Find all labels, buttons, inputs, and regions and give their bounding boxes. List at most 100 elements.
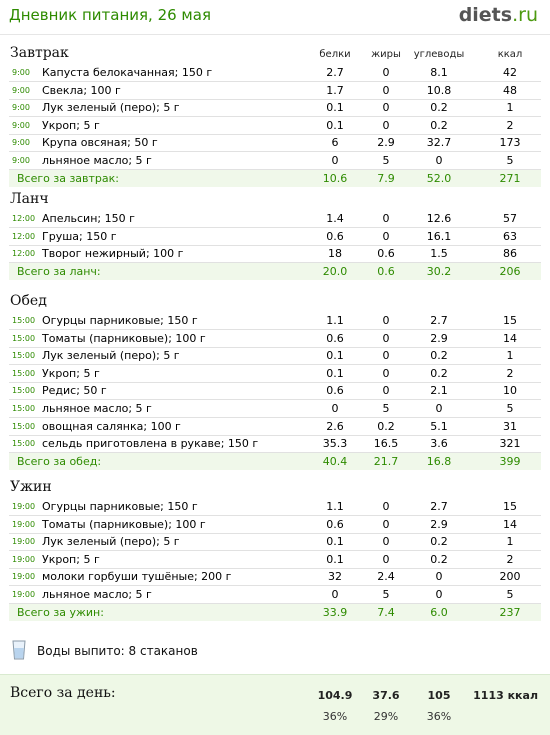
food-row[interactable]: 19:00 льняное масло; 5 г 0 5 0 5 bbox=[9, 586, 541, 604]
column-kcal: ккал bbox=[475, 49, 545, 60]
food-carbs: 0.2 bbox=[404, 553, 474, 566]
column-headers: белки жиры углеводы ккал bbox=[0, 49, 550, 63]
food-row[interactable]: 15:00 сельдь приготовлена в рукаве; 150 г… bbox=[9, 435, 541, 453]
food-time: 19:00 bbox=[12, 590, 35, 599]
food-row[interactable]: 19:00 Томаты (парниковые); 100 г 0.6 0 2.9 14 bbox=[9, 516, 541, 534]
food-kcal: 5 bbox=[475, 402, 545, 415]
food-name: Лук зеленый (перо); 5 г bbox=[42, 101, 180, 114]
site-logo[interactable]: diets.ru bbox=[459, 4, 538, 26]
meal-total-kcal: 206 bbox=[475, 265, 545, 278]
food-time: 19:00 bbox=[12, 537, 35, 546]
meal-total-kcal: 237 bbox=[475, 606, 545, 619]
food-name: Укроп; 5 г bbox=[42, 553, 100, 566]
food-row[interactable]: 19:00 Огурцы парниковые; 150 г 1.1 0 2.7 15 bbox=[9, 498, 541, 516]
food-carbs: 0.2 bbox=[404, 367, 474, 380]
food-kcal: 1 bbox=[475, 349, 545, 362]
food-row[interactable]: 19:00 Укроп; 5 г 0.1 0 0.2 2 bbox=[9, 551, 541, 569]
food-time: 12:00 bbox=[12, 232, 35, 241]
food-carbs: 32.7 bbox=[404, 136, 474, 149]
meal-total-row: Всего за ланч: 20.0 0.6 30.2 206 bbox=[9, 263, 541, 280]
food-time: 9:00 bbox=[12, 68, 30, 77]
food-row[interactable]: 9:00 Лук зеленый (перо); 5 г 0.1 0 0.2 1 bbox=[9, 99, 541, 117]
food-row[interactable]: 19:00 молоки горбуши тушёные; 200 г 32 2.4 0… bbox=[9, 568, 541, 586]
food-row[interactable]: 9:00 льняное масло; 5 г 0 5 0 5 bbox=[9, 152, 541, 170]
food-carbs: 10.8 bbox=[404, 84, 474, 97]
meal-total-carbs: 6.0 bbox=[404, 606, 474, 619]
meal-total-carbs: 30.2 bbox=[404, 265, 474, 278]
day-total-kcal: 1113 ккал bbox=[473, 689, 538, 702]
food-carbs: 0 bbox=[404, 402, 474, 415]
food-time: 15:00 bbox=[12, 386, 35, 395]
day-carbs-percent: 36% bbox=[404, 710, 474, 723]
food-time: 9:00 bbox=[12, 121, 30, 130]
food-carbs: 0.2 bbox=[404, 535, 474, 548]
food-time: 9:00 bbox=[12, 156, 30, 165]
food-row[interactable]: 15:00 Лук зеленый (перо); 5 г 0.1 0 0.2 1 bbox=[9, 347, 541, 365]
food-kcal: 1 bbox=[475, 535, 545, 548]
food-time: 19:00 bbox=[12, 502, 35, 511]
food-kcal: 14 bbox=[475, 518, 545, 531]
food-time: 9:00 bbox=[12, 103, 30, 112]
food-row[interactable]: 15:00 овощная салянка; 100 г 2.6 0.2 5.1 31 bbox=[9, 418, 541, 436]
food-time: 12:00 bbox=[12, 214, 35, 223]
food-row[interactable]: 9:00 Свекла; 100 г 1.7 0 10.8 48 bbox=[9, 82, 541, 100]
meal-total-label: Всего за ужин: bbox=[17, 606, 104, 619]
logo-suffix: .ru bbox=[512, 4, 538, 26]
food-row[interactable]: 19:00 Лук зеленый (перо); 5 г 0.1 0 0.2 1 bbox=[9, 533, 541, 551]
food-row[interactable]: 15:00 Укроп; 5 г 0.1 0 0.2 2 bbox=[9, 365, 541, 383]
food-kcal: 200 bbox=[475, 570, 545, 583]
food-name: сельдь приготовлена в рукаве; 150 г bbox=[42, 437, 258, 450]
meal-total-row: Всего за ужин: 33.9 7.4 6.0 237 bbox=[9, 604, 541, 621]
page-title: Дневник питания, 26 мая bbox=[9, 6, 211, 24]
food-row[interactable]: 12:00 Апельсин; 150 г 1.4 0 12.6 57 bbox=[9, 210, 541, 228]
food-name: Укроп; 5 г bbox=[42, 367, 100, 380]
food-time: 15:00 bbox=[12, 351, 35, 360]
food-time: 9:00 bbox=[12, 86, 30, 95]
food-carbs: 3.6 bbox=[404, 437, 474, 450]
meal-total-label: Всего за ланч: bbox=[17, 265, 101, 278]
food-row[interactable]: 9:00 Капуста белокачанная; 150 г 2.7 0 8.1 42 bbox=[9, 64, 541, 82]
food-kcal: 2 bbox=[475, 119, 545, 132]
food-carbs: 2.7 bbox=[404, 500, 474, 513]
food-carbs: 2.7 bbox=[404, 314, 474, 327]
food-row[interactable]: 12:00 Творог нежирный; 100 г 18 0.6 1.5 86 bbox=[9, 245, 541, 263]
food-row[interactable]: 15:00 Огурцы парниковые; 150 г 1.1 0 2.7 15 bbox=[9, 312, 541, 330]
food-time: 19:00 bbox=[12, 555, 35, 564]
meal-title: Обед bbox=[10, 293, 47, 309]
food-row[interactable]: 9:00 Укроп; 5 г 0.1 0 0.2 2 bbox=[9, 117, 541, 135]
food-name: льняное масло; 5 г bbox=[42, 154, 152, 167]
food-kcal: 15 bbox=[475, 500, 545, 513]
food-time: 15:00 bbox=[12, 439, 35, 448]
day-total-carbs: 105 bbox=[404, 689, 474, 702]
meal-total-row: Всего за обед: 40.4 21.7 16.8 399 bbox=[9, 453, 541, 470]
food-row[interactable]: 15:00 Редис; 50 г 0.6 0 2.1 10 bbox=[9, 382, 541, 400]
food-kcal: 42 bbox=[475, 66, 545, 79]
food-carbs: 0.2 bbox=[404, 349, 474, 362]
food-carbs: 2.1 bbox=[404, 384, 474, 397]
food-row[interactable]: 9:00 Крупа овсяная; 50 г 6 2.9 32.7 173 bbox=[9, 134, 541, 152]
meal-total-kcal: 271 bbox=[475, 172, 545, 185]
food-carbs: 2.9 bbox=[404, 332, 474, 345]
food-name: молоки горбуши тушёные; 200 г bbox=[42, 570, 231, 583]
food-row[interactable]: 12:00 Груша; 150 г 0.6 0 16.1 63 bbox=[9, 228, 541, 246]
meal-title: Завтрак bbox=[10, 45, 69, 61]
food-name: Крупа овсяная; 50 г bbox=[42, 136, 158, 149]
food-name: Огурцы парниковые; 150 г bbox=[42, 500, 198, 513]
food-row[interactable]: 15:00 льняное масло; 5 г 0 5 0 5 bbox=[9, 400, 541, 418]
food-name: овощная салянка; 100 г bbox=[42, 420, 181, 433]
meal-title: Ланч bbox=[10, 191, 49, 207]
food-carbs: 5.1 bbox=[404, 420, 474, 433]
meal-total-row: Всего за завтрак: 10.6 7.9 52.0 271 bbox=[9, 170, 541, 187]
meal-total-label: Всего за завтрак: bbox=[17, 172, 119, 185]
food-name: льняное масло; 5 г bbox=[42, 402, 152, 415]
column-carbs: углеводы bbox=[404, 49, 474, 60]
food-time: 15:00 bbox=[12, 334, 35, 343]
food-kcal: 57 bbox=[475, 212, 545, 225]
food-kcal: 5 bbox=[475, 154, 545, 167]
food-row[interactable]: 15:00 Томаты (парниковые); 100 г 0.6 0 2.9 14 bbox=[9, 330, 541, 348]
meal-title: Ужин bbox=[10, 479, 52, 495]
food-carbs: 2.9 bbox=[404, 518, 474, 531]
food-time: 15:00 bbox=[12, 404, 35, 413]
food-name: Творог нежирный; 100 г bbox=[42, 247, 183, 260]
water-glass-icon bbox=[12, 640, 26, 660]
